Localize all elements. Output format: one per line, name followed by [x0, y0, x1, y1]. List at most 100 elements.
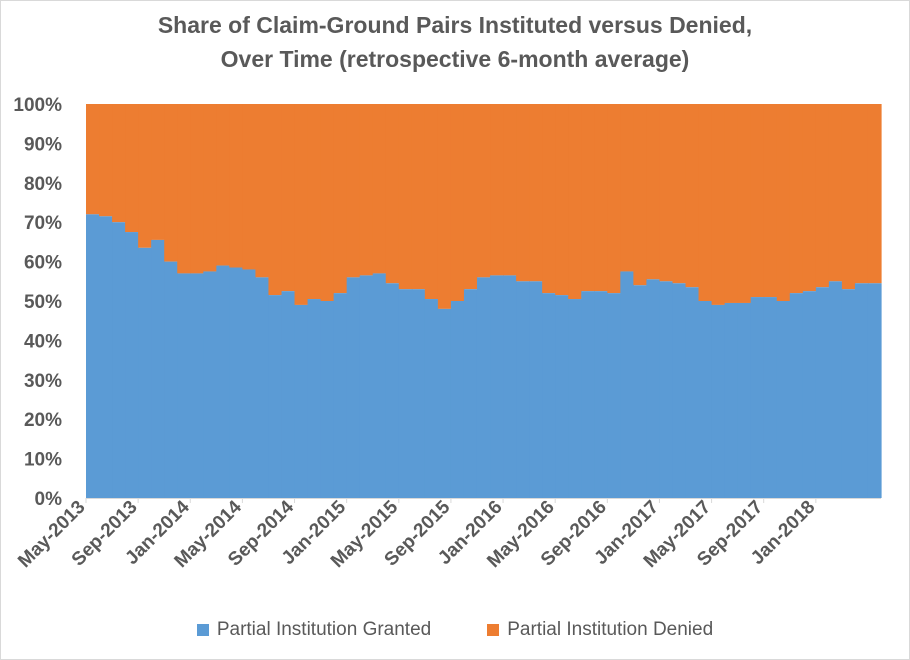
area-step-denied [308, 104, 322, 299]
area-step-granted [503, 275, 517, 498]
area-step-denied [672, 104, 686, 283]
area-step-denied [86, 104, 100, 214]
area-step-granted [125, 232, 139, 498]
legend-swatch-granted [197, 624, 209, 636]
area-step-denied [412, 104, 426, 289]
chart-legend: Partial Institution Granted Partial Inst… [0, 619, 910, 641]
y-tick-label: 40% [24, 331, 62, 352]
area-step-granted [138, 248, 152, 498]
area-step-denied [177, 104, 191, 273]
area-step-granted [855, 283, 869, 498]
area-step-denied [229, 104, 243, 268]
area-step-granted [438, 309, 452, 498]
area-step-granted [764, 297, 778, 498]
area-step-denied [451, 104, 465, 301]
area-step-granted [216, 266, 230, 498]
area-step-denied [790, 104, 804, 293]
y-tick-label: 20% [24, 410, 62, 431]
area-step-denied [334, 104, 348, 293]
area-step-denied [686, 104, 700, 287]
area-step-denied [373, 104, 387, 273]
area-step-denied [203, 104, 217, 271]
area-step-granted [738, 303, 752, 498]
area-step-denied [581, 104, 595, 291]
legend-label-denied: Partial Institution Denied [507, 619, 713, 641]
area-step-granted [164, 262, 178, 498]
area-step-denied [164, 104, 178, 262]
area-step-denied [764, 104, 778, 297]
area-step-granted [295, 305, 309, 498]
y-tick-label: 90% [24, 134, 62, 155]
area-step-denied [855, 104, 869, 283]
area-step-granted [829, 281, 843, 498]
area-step-denied [255, 104, 269, 277]
area-step-denied [542, 104, 556, 293]
area-step-denied [125, 104, 139, 232]
area-step-granted [790, 293, 804, 498]
area-step-denied [659, 104, 673, 281]
y-tick-label: 60% [24, 253, 62, 274]
area-step-granted [594, 291, 608, 498]
area-step-denied [347, 104, 361, 277]
area-step-denied [803, 104, 817, 291]
area-step-granted [86, 214, 100, 498]
area-step-granted [190, 273, 204, 498]
area-step-denied [842, 104, 856, 289]
area-step-denied [216, 104, 230, 266]
area-step-granted [646, 279, 660, 498]
area-step-granted [151, 240, 165, 498]
area-step-granted [308, 299, 322, 498]
area-step-granted [777, 301, 791, 498]
area-step-granted [477, 277, 491, 498]
legend-swatch-denied [487, 624, 499, 636]
area-step-denied [151, 104, 165, 240]
area-step-denied [242, 104, 256, 269]
area-step-denied [751, 104, 765, 297]
area-step-granted [203, 271, 217, 498]
area-step-denied [399, 104, 413, 289]
y-tick-label: 50% [24, 292, 62, 313]
area-step-granted [712, 305, 726, 498]
area-step-granted [672, 283, 686, 498]
area-step-denied [360, 104, 374, 275]
area-step-denied [268, 104, 282, 295]
area-step-denied [777, 104, 791, 301]
area-step-denied [138, 104, 152, 248]
area-step-denied [438, 104, 452, 309]
area-step-denied [607, 104, 621, 293]
area-step-denied [699, 104, 713, 301]
area-step-denied [503, 104, 517, 275]
area-step-granted [542, 293, 556, 498]
area-step-granted [686, 287, 700, 498]
area-step-granted [412, 289, 426, 498]
legend-item-granted: Partial Institution Granted [197, 619, 431, 641]
area-step-granted [633, 285, 647, 498]
area-step-granted [751, 297, 765, 498]
area-step-granted [868, 283, 882, 498]
area-step-granted [816, 287, 830, 498]
area-step-granted [555, 295, 569, 498]
area-step-denied [295, 104, 309, 305]
area-step-granted [386, 283, 400, 498]
area-step-granted [399, 289, 413, 498]
area-step-granted [334, 293, 348, 498]
area-step-granted [699, 301, 713, 498]
area-step-granted [842, 289, 856, 498]
area-step-granted [529, 281, 543, 498]
area-step-denied [112, 104, 126, 222]
area-step-granted [268, 295, 282, 498]
y-tick-label: 30% [24, 371, 62, 392]
area-step-granted [803, 291, 817, 498]
area-step-granted [620, 271, 634, 498]
area-step-granted [255, 277, 269, 498]
area-step-granted [425, 299, 439, 498]
area-step-denied [568, 104, 582, 299]
legend-label-granted: Partial Institution Granted [217, 619, 431, 641]
area-step-denied [829, 104, 843, 281]
area-step-denied [99, 104, 113, 216]
area-step-denied [738, 104, 752, 303]
area-step-granted [99, 216, 113, 498]
area-step-denied [816, 104, 830, 287]
y-tick-label: 100% [13, 95, 62, 116]
